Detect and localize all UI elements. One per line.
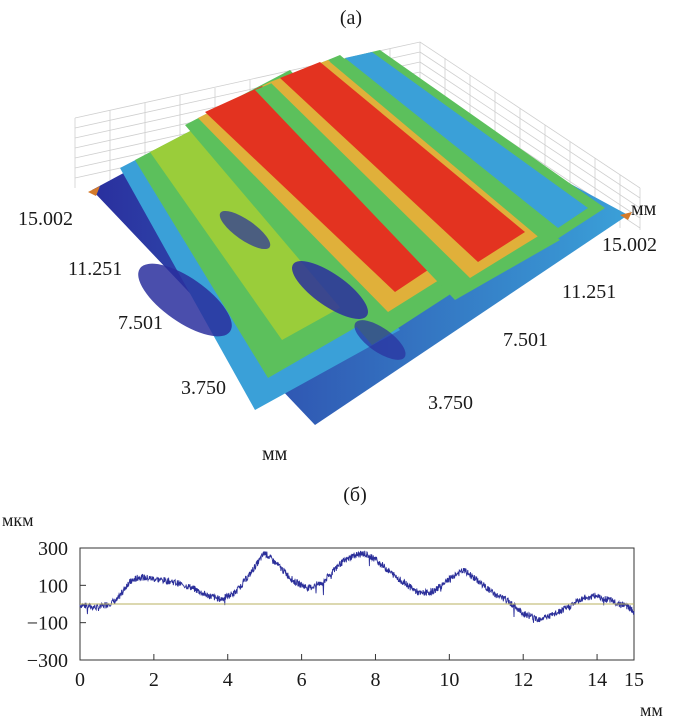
y-tick-label: 300 <box>38 538 68 560</box>
right-tick-4: 3.750 <box>428 392 473 414</box>
x-tick-label: 4 <box>223 669 233 691</box>
y-tick-label: 100 <box>38 575 68 597</box>
corner-marker-left <box>88 186 100 196</box>
right-axis-unit: мм <box>631 198 657 220</box>
panel-a-label: (а) <box>340 7 362 29</box>
series-profile-line <box>79 550 635 623</box>
left-axis-unit: мм <box>262 443 288 465</box>
series-layer <box>79 550 635 623</box>
x-tick-label: 6 <box>297 669 307 691</box>
x-axis-title: мм <box>640 700 663 720</box>
y-tick-label: −300 <box>27 650 68 672</box>
left-tick-3: 7.501 <box>118 312 163 334</box>
surface-plot <box>74 41 641 425</box>
left-axis: 15.002 11.251 7.501 3.750 мм <box>18 208 288 465</box>
panel-a: (а) <box>18 7 657 465</box>
x-ticks: 0 2 4 6 8 10 12 14 15 <box>75 654 644 691</box>
left-tick-4: 3.750 <box>181 377 226 399</box>
right-tick-3: 7.501 <box>503 329 548 351</box>
x-tick-label: 12 <box>513 669 533 691</box>
left-tick-2: 11.251 <box>68 258 122 280</box>
panel-b-label: (б) <box>343 484 367 506</box>
x-tick-label: 14 <box>587 669 607 691</box>
right-axis: мм 15.002 11.251 7.501 3.750 <box>428 198 657 414</box>
right-tick-2: 11.251 <box>562 281 616 303</box>
right-tick-1: 15.002 <box>602 234 657 256</box>
x-tick-label: 0 <box>75 669 85 691</box>
y-tick-label: −100 <box>27 613 68 635</box>
x-tick-label: 2 <box>149 669 159 691</box>
y-ticks: 300 100 −100 −300 <box>27 538 86 672</box>
x-tick-label: 10 <box>439 669 459 691</box>
x-tick-label: 15 <box>624 669 644 691</box>
x-tick-label: 8 <box>370 669 380 691</box>
corner-marker-right <box>620 212 632 220</box>
left-tick-1: 15.002 <box>18 208 73 230</box>
y-axis-title: мкм <box>2 510 34 530</box>
panel-b: (б) мкм 300 100 −100 −300 0 2 4 6 8 10 12 14 15 мм <box>2 484 663 720</box>
surface-ridges <box>120 50 605 410</box>
